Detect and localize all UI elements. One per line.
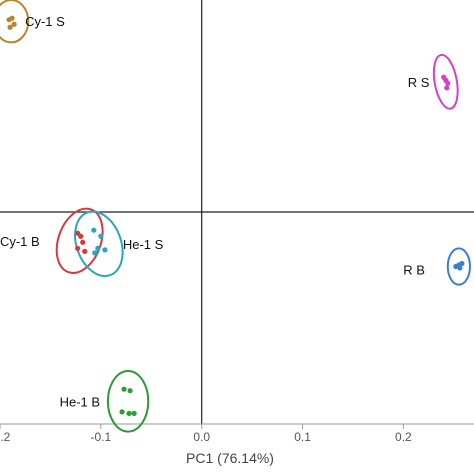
x-tick-label: 0.2 — [395, 430, 412, 444]
group-ellipse — [0, 0, 30, 44]
data-point — [80, 239, 86, 245]
data-point — [131, 410, 137, 416]
group-label: Cy-1 S — [25, 14, 65, 29]
x-tick-label: 0.0 — [193, 430, 210, 444]
group-ellipse — [446, 247, 471, 286]
data-point — [98, 233, 104, 239]
data-point — [457, 265, 463, 271]
x-tick-label: -0.2 — [0, 430, 11, 444]
group-ellipse — [74, 210, 124, 278]
group-label: Cy-1 B — [0, 234, 40, 249]
group-label: He-1 B — [60, 394, 100, 409]
group-ellipse — [106, 370, 150, 433]
data-point — [126, 410, 132, 416]
data-points — [6, 15, 465, 416]
data-point — [78, 233, 84, 239]
data-point — [7, 24, 13, 30]
data-point — [459, 260, 465, 267]
group-label: R B — [403, 263, 425, 278]
data-point — [119, 409, 125, 415]
data-point — [11, 21, 17, 27]
x-ticks: -0.2 -0.1 0.0 0.1 0.2 — [0, 424, 412, 444]
data-point — [444, 85, 450, 91]
data-point — [121, 386, 127, 392]
data-point — [91, 227, 97, 233]
data-point — [82, 248, 88, 254]
data-point — [75, 245, 81, 251]
x-tick-label: -0.1 — [91, 430, 112, 444]
data-point — [95, 245, 101, 251]
group-labels: Cy-1 S R S Cy-1 B He-1 S R B He-1 B — [0, 14, 430, 409]
data-point — [445, 80, 451, 86]
data-point — [127, 388, 133, 394]
data-point — [92, 250, 98, 256]
x-axis-title: PC1 (76.14%) — [186, 450, 274, 466]
data-point — [102, 247, 108, 253]
group-label: He-1 S — [123, 237, 164, 252]
group-label: R S — [408, 75, 430, 90]
group-ellipses — [0, 0, 471, 433]
data-point — [9, 15, 15, 21]
group-ellipse — [432, 53, 459, 110]
x-tick-label: 0.1 — [294, 430, 311, 444]
